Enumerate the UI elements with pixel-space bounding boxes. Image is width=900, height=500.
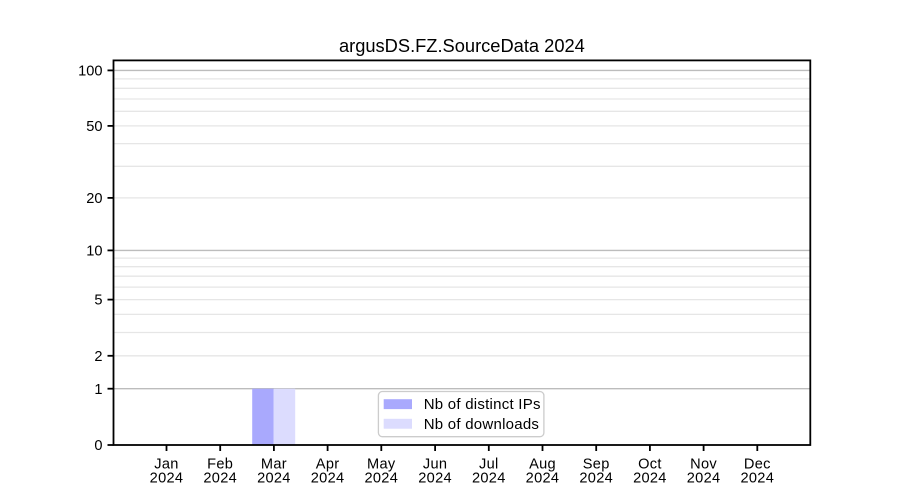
svg-text:Mar: Mar	[261, 457, 287, 473]
svg-text:20: 20	[86, 191, 102, 207]
svg-text:Aug: Aug	[529, 457, 556, 473]
svg-text:2024: 2024	[418, 471, 452, 487]
svg-text:Jan: Jan	[154, 457, 178, 473]
svg-text:Sep: Sep	[583, 457, 610, 473]
svg-text:50: 50	[86, 119, 102, 135]
svg-text:2024: 2024	[257, 471, 291, 487]
svg-text:May: May	[367, 457, 396, 473]
svg-text:10: 10	[86, 244, 102, 260]
svg-text:Nb of distinct IPs: Nb of distinct IPs	[424, 396, 541, 413]
svg-text:100: 100	[78, 64, 102, 80]
svg-text:2024: 2024	[472, 471, 506, 487]
svg-text:Feb: Feb	[207, 457, 233, 473]
svg-text:2024: 2024	[579, 471, 613, 487]
svg-text:argusDS.FZ.SourceData 2024: argusDS.FZ.SourceData 2024	[339, 35, 585, 56]
svg-text:2024: 2024	[150, 471, 184, 487]
svg-text:2024: 2024	[633, 471, 667, 487]
svg-text:Dec: Dec	[744, 457, 771, 473]
svg-text:2024: 2024	[311, 471, 345, 487]
svg-text:2024: 2024	[740, 471, 774, 487]
svg-text:Jul: Jul	[479, 457, 499, 473]
svg-text:0: 0	[94, 438, 102, 454]
svg-text:Nov: Nov	[690, 457, 717, 473]
svg-text:2024: 2024	[364, 471, 398, 487]
svg-text:2024: 2024	[687, 471, 721, 487]
svg-text:Oct: Oct	[638, 457, 662, 473]
svg-text:2024: 2024	[203, 471, 237, 487]
svg-text:1: 1	[94, 382, 102, 398]
svg-text:Nb of downloads: Nb of downloads	[424, 416, 540, 433]
svg-text:5: 5	[94, 293, 102, 309]
svg-text:Jun: Jun	[423, 457, 447, 473]
svg-text:2024: 2024	[526, 471, 560, 487]
svg-text:2: 2	[94, 349, 102, 365]
svg-text:Apr: Apr	[316, 457, 340, 473]
